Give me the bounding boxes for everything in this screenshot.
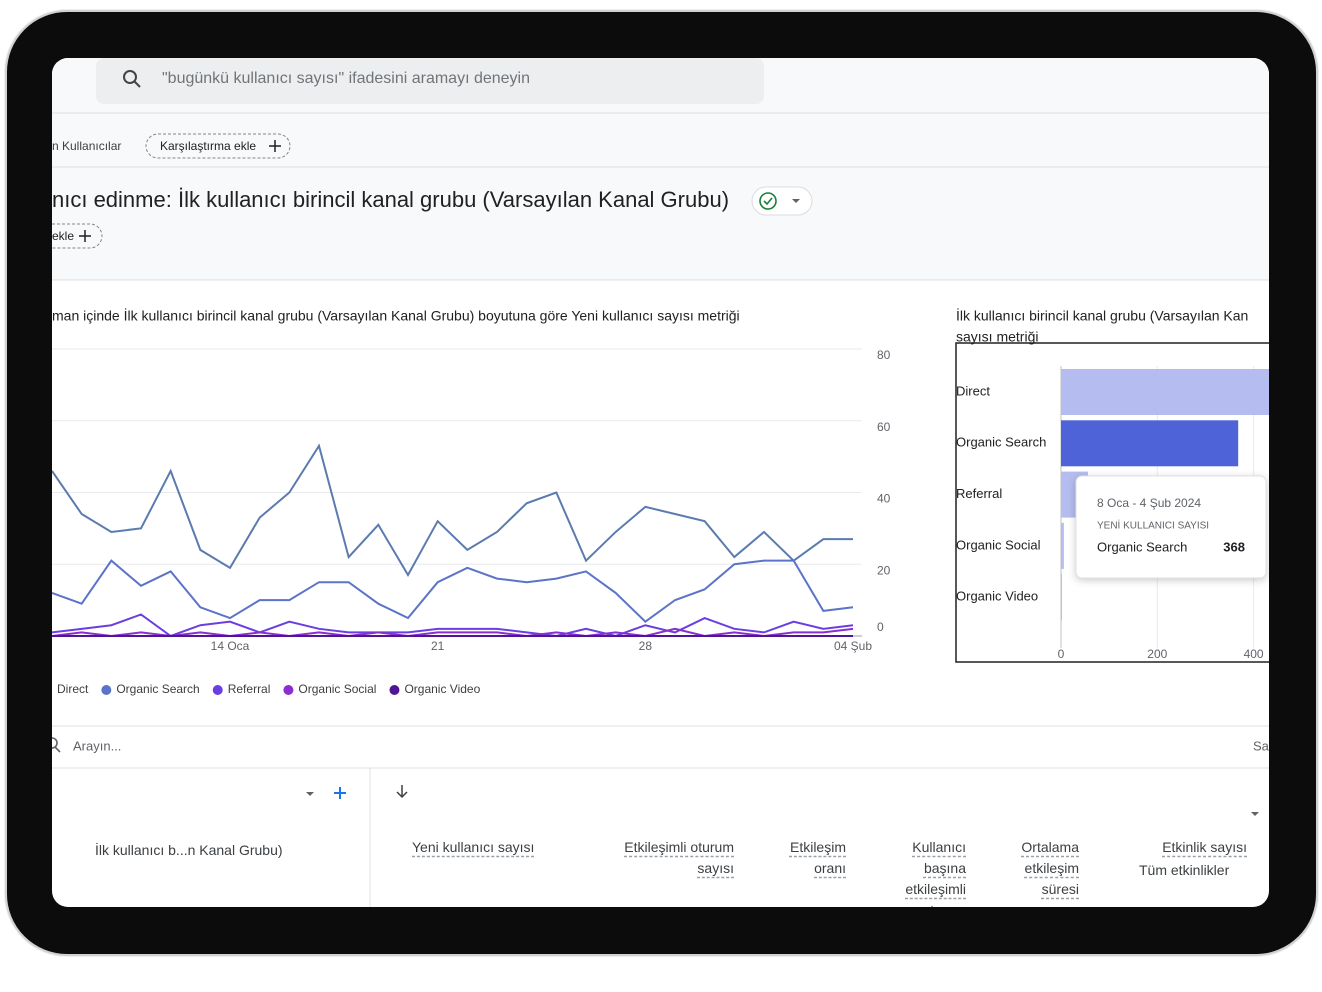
x-tick-label: 28 — [638, 639, 652, 653]
x-tick-label: 0 — [1058, 647, 1065, 661]
series-line — [52, 443, 853, 578]
series-line — [52, 627, 854, 638]
tooltip-date: 8 Oca - 4 Şub 2024 — [1097, 496, 1201, 510]
tooltip-value: 368 — [1223, 539, 1245, 554]
check-icon — [763, 197, 773, 206]
series-line — [52, 613, 854, 638]
table-search-cut: Sa — [1253, 738, 1269, 753]
column-header[interactable]: Etkileşimli oturum sayısı — [624, 839, 734, 876]
screen: "bugünkü kullanıcı sayısı" ifadesini ara… — [52, 58, 1269, 907]
legend-label: Organic Social — [298, 682, 376, 696]
x-tick-label: 200 — [1147, 647, 1167, 661]
chart-title: sayısı metriği — [956, 329, 1038, 345]
event-filter[interactable]: Tüm etkinlikler — [1139, 862, 1230, 878]
y-tick-label: 0 — [877, 620, 884, 634]
column-header[interactable]: Ortalama etkileşim süresi — [1021, 839, 1079, 897]
column-header[interactable]: Etkileşim oranı — [789, 839, 846, 876]
x-tick-label: 21 — [430, 639, 445, 653]
legend-marker — [212, 685, 223, 695]
dropdown-icon — [792, 199, 800, 203]
search-icon — [123, 70, 137, 84]
tooltip-metric: YENİ KULLANICI SAYISI — [1097, 519, 1209, 532]
compare-chip[interactable] — [145, 133, 291, 159]
report-title: nıcı edinme: İlk kullanıcı birincil kana… — [52, 187, 729, 212]
dimension-header[interactable]: İlk kullanıcı b...n Kanal Grubu) — [95, 842, 283, 858]
x-tick-label: 400 — [1244, 647, 1264, 661]
table-search[interactable]: Arayın... — [73, 738, 121, 753]
y-tick-label: 80 — [877, 348, 891, 362]
bar — [1061, 574, 1062, 621]
plot-border — [955, 342, 1269, 663]
y-tick-label: 40 — [877, 492, 891, 506]
search-box[interactable] — [96, 58, 764, 104]
y-tick-label: 20 — [877, 563, 891, 577]
column-header[interactable]: Yeni kullanıcı sayısı — [412, 839, 535, 855]
compare-chip-label[interactable]: Karşılaştırma ekle — [160, 139, 256, 153]
legend-label: Organic Video — [404, 682, 480, 696]
legend-marker — [101, 685, 112, 695]
series-line — [52, 559, 854, 623]
legend-label: Organic Search — [116, 682, 199, 696]
plus-icon — [269, 140, 281, 152]
y-tick-label: Organic Video — [956, 589, 1038, 604]
bar — [1061, 522, 1064, 569]
status-chip[interactable] — [751, 186, 813, 216]
chart-title: man içinde İlk kullanıcı birincil kanal … — [52, 307, 740, 324]
filter-chip-label[interactable]: ekle — [52, 229, 74, 243]
x-tick-label: 04 Şub — [833, 639, 873, 653]
search-icon — [133, 80, 141, 88]
y-tick-label: 60 — [877, 420, 891, 434]
y-tick-label: Direct — [956, 383, 990, 398]
tooltip — [1075, 475, 1267, 579]
sort-icon[interactable] — [396, 785, 408, 799]
legend-marker — [389, 685, 400, 695]
dropdown-icon[interactable] — [306, 792, 314, 796]
legend-marker — [283, 685, 294, 695]
bar — [1061, 420, 1239, 467]
legend-label: Referral — [228, 682, 271, 696]
column-header[interactable]: Etkinlik sayısı — [1162, 839, 1247, 855]
tooltip-category: Organic Search — [1097, 539, 1187, 554]
check-icon — [759, 192, 777, 210]
legend-label: Direct — [57, 682, 89, 696]
y-tick-label: Referral — [956, 486, 1002, 501]
segment-chip[interactable]: n Kullanıcılar — [52, 139, 121, 153]
add-dimension[interactable] — [334, 787, 346, 799]
y-tick-label: Organic Search — [956, 435, 1046, 450]
y-tick-label: Organic Social — [956, 537, 1041, 552]
plus-icon — [79, 230, 91, 242]
dropdown-icon[interactable] — [1251, 812, 1259, 816]
table-search-icon — [54, 746, 61, 753]
filter-chip[interactable] — [52, 223, 103, 249]
screen-canvas: "bugünkü kullanıcı sayısı" ifadesini ara… — [52, 58, 1269, 907]
x-tick-label: 14 Oca — [210, 639, 250, 653]
bar — [1061, 369, 1269, 415]
chart-title: İlk kullanıcı birincil kanal grubu (Vars… — [956, 307, 1248, 324]
column-header[interactable]: Kullanıcı başına etkileşimli oturum sayı… — [905, 839, 966, 907]
search-placeholder: "bugünkü kullanıcı sayısı" ifadesini ara… — [162, 70, 530, 87]
table-search-icon — [52, 737, 58, 749]
